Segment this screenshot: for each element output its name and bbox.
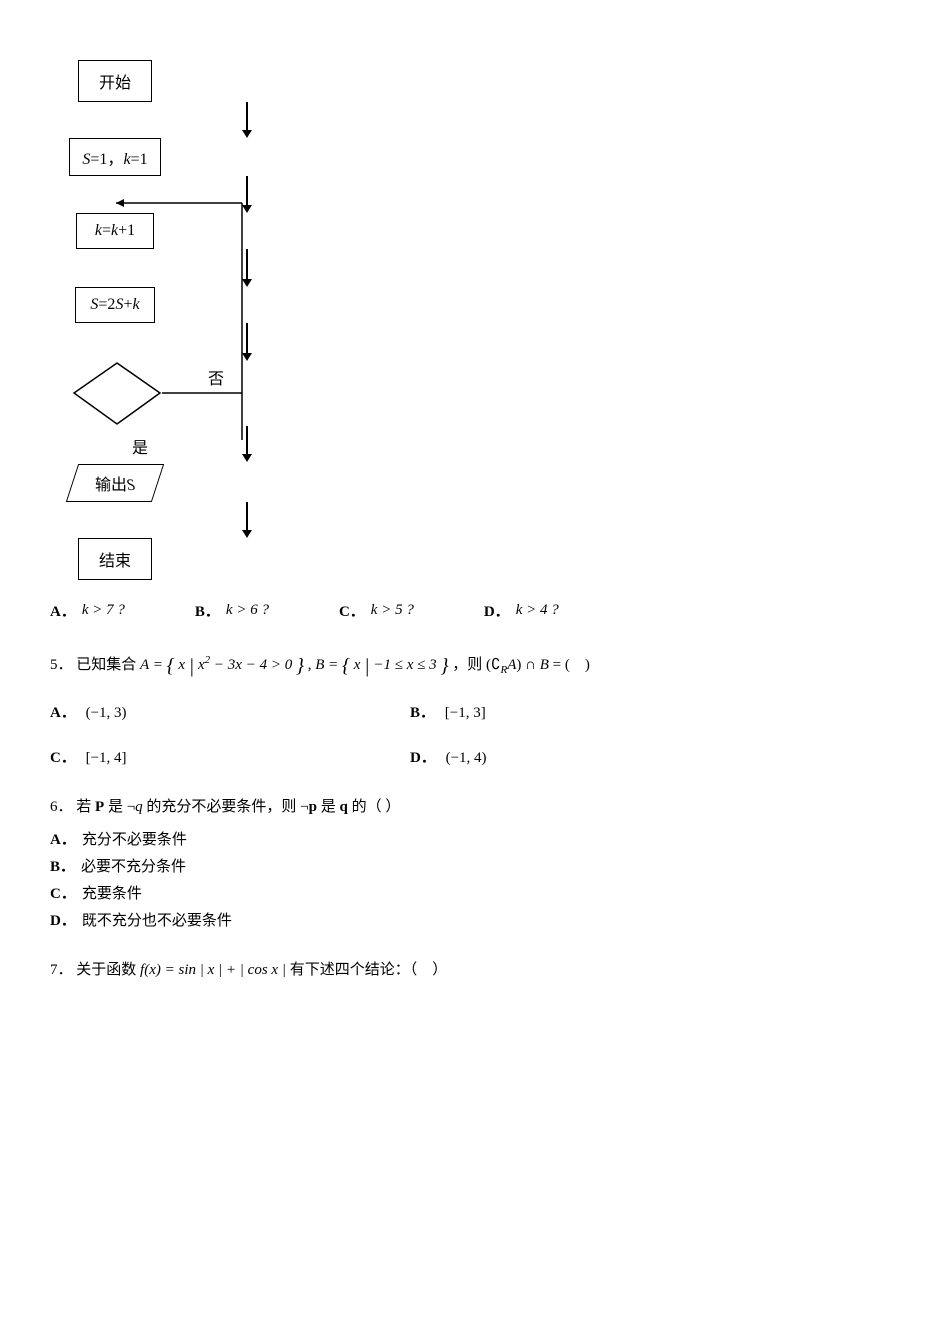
q4-option-b: B． k > 6 ? — [195, 600, 269, 621]
q4-option-c: C． k > 5 ? — [339, 600, 414, 621]
q5-set-a: A = { x | x2 − 3x − 4 > 0 } — [140, 657, 308, 673]
q6-option-a: A．充分不必要条件 — [50, 828, 900, 849]
q7-number: 7． — [50, 962, 73, 978]
q4-option-d: D． k > 4 ? — [484, 600, 559, 621]
fc-step1-box: k=k+1 — [76, 213, 154, 249]
fc-yes-label: 是 — [132, 434, 380, 458]
q4-option-a: A． k > 7 ? — [50, 600, 125, 621]
q6: 6． 若 P 是 ¬q 的充分不必要条件，则 ¬p 是 q 的（ ） — [50, 793, 900, 822]
q6-option-c: C．充要条件 — [50, 882, 900, 903]
fc-init-box: S=1，k=1 — [69, 138, 160, 176]
fc-decision-diamond — [72, 361, 162, 426]
q6-option-d: D．既不充分也不必要条件 — [50, 909, 900, 930]
q5-set-b: B = { x | −1 ≤ x ≤ 3 } — [315, 657, 452, 673]
q6-stem: 若 P 是 ¬q 的充分不必要条件，则 ¬p 是 q 的（ ） — [76, 799, 400, 815]
q6-number: 6． — [50, 799, 73, 815]
q4-options-row: A． k > 7 ? B． k > 6 ? C． k > 5 ? D． k > … — [50, 600, 900, 621]
q5: 5． 已知集合 A = { x | x2 − 3x − 4 > 0 } , B … — [50, 647, 900, 685]
q5-option-b: B． [−1, 3] — [410, 701, 770, 722]
q5-number: 5． — [50, 657, 73, 673]
q7-stem-prefix: 关于函数 — [76, 962, 136, 978]
fc-no-label: 否 — [208, 365, 224, 389]
q5-option-c: C． [−1, 4] — [50, 746, 410, 767]
flowchart: 开始 S=1，k=1 k=k+1 — [60, 60, 900, 580]
q7: 7． 关于函数 f(x) = sin | x | + | cos x | 有下述… — [50, 956, 900, 985]
fc-start-box: 开始 — [78, 60, 152, 102]
fc-output-box: 输出S — [66, 464, 164, 502]
q5-tail: ，则 (∁RA) ∩ B = ( ) — [452, 657, 590, 673]
fc-step2-box: S=2S+k — [75, 287, 154, 323]
q6-option-b: B．必要不充分条件 — [50, 855, 900, 876]
q5-stem-prefix: 已知集合 — [76, 657, 136, 673]
fc-end-box: 结束 — [78, 538, 152, 580]
q7-func: f(x) = sin | x | + | cos x | — [140, 962, 290, 978]
q5-option-d: D． (−1, 4) — [410, 746, 770, 767]
q7-stem-suffix: 有下述四个结论：（ ） — [290, 962, 448, 978]
q5-option-a: A． (−1, 3) — [50, 701, 410, 722]
